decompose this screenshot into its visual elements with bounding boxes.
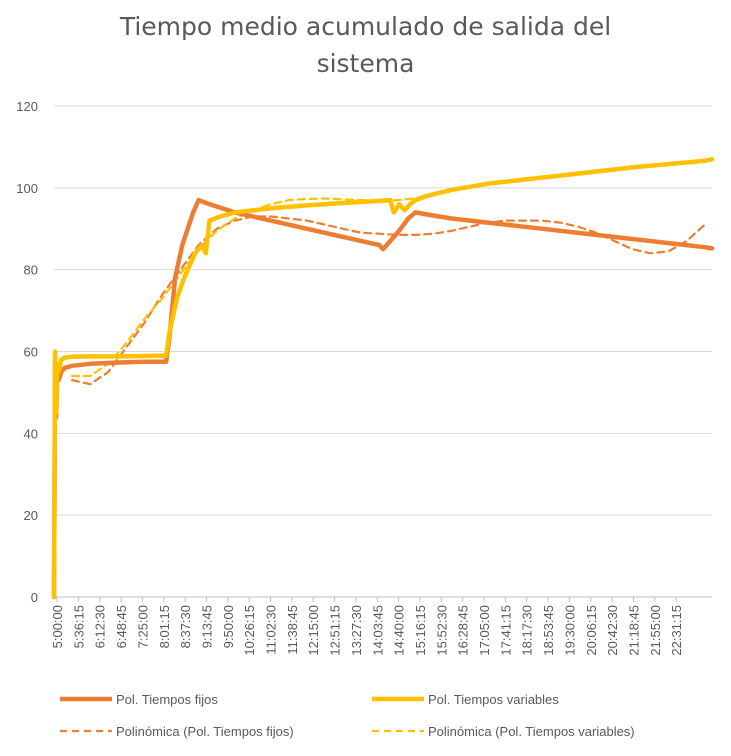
- y-tick-labels: 0 20 40 60 80 100 120: [16, 99, 38, 605]
- x-tick-label: 21:18:45: [626, 605, 641, 656]
- y-tick-label: 100: [16, 181, 38, 196]
- y-tick-label: 40: [24, 426, 38, 441]
- x-tick-label: 15:52:30: [434, 605, 449, 656]
- x-tick-label: 20:42:30: [605, 605, 620, 656]
- x-tick-label: 5:36:15: [71, 605, 86, 648]
- x-tick-label: 5:00:00: [50, 605, 65, 648]
- x-tick-label: 14:03:45: [370, 605, 385, 656]
- series-line-1: [51, 156, 715, 600]
- x-tick-label: 11:38:45: [285, 605, 300, 655]
- x-tick-label: 16:28:45: [456, 605, 471, 656]
- x-tick-label: 9:13:45: [199, 605, 214, 648]
- x-tick-label: 12:15:00: [306, 605, 321, 656]
- chart-title-line-1: Tiempo medio acumulado de salida del: [119, 12, 612, 41]
- y-tick-label: 0: [31, 590, 38, 605]
- x-tick-label: 20:06:15: [584, 605, 599, 656]
- y-tick-label: 80: [24, 263, 38, 278]
- x-tick-labels: 5:00:00 5:36:15 6:12:30 6:48:45 7:25:00 8:01:…: [50, 597, 684, 656]
- y-tick-label: 60: [24, 345, 38, 360]
- x-tick-label: 21:55:00: [648, 605, 663, 656]
- chart-title-line-2: sistema: [316, 49, 415, 78]
- x-tick-label: 12:51:15: [328, 605, 343, 656]
- x-tick-label: 9:50:00: [221, 605, 236, 648]
- x-tick-label: 6:12:30: [93, 605, 108, 648]
- x-tick-label: 10:26:15: [242, 605, 257, 656]
- grid-layer: [54, 105, 712, 598]
- series-layer: [51, 156, 715, 600]
- x-tick-label: 15:16:15: [413, 605, 428, 656]
- series-line-0: [51, 197, 715, 600]
- x-tick-label: 14:40:00: [392, 605, 407, 656]
- chart-title: Tiempo medio acumulado de salida del sis…: [0, 8, 731, 82]
- legend-label-1: Pol. Tiempos variables: [428, 692, 559, 707]
- x-tick-label: 19:30:00: [562, 605, 577, 656]
- x-tick-label: 13:27:30: [349, 605, 364, 656]
- legend-label-2: Polinómica (Pol. Tiempos fijos): [116, 724, 294, 739]
- x-tick-label: 17:05:00: [477, 605, 492, 656]
- x-tick-label: 18:17:30: [520, 605, 535, 656]
- legend-label-0: Pol. Tiempos fijos: [116, 692, 218, 707]
- x-tick-label: 17:41:15: [498, 605, 513, 656]
- legend: Pol. Tiempos fijos Pol. Tiempos variables…: [60, 692, 635, 739]
- x-tick-label: 18:53:45: [541, 605, 556, 656]
- y-tick-label: 20: [24, 508, 38, 523]
- x-tick-label: 7:25:00: [135, 605, 150, 648]
- x-tick-label: 11:02:30: [264, 605, 279, 655]
- x-tick-label: 8:01:15: [157, 605, 172, 648]
- x-tick-label: 8:37:30: [178, 605, 193, 648]
- x-tick-label: 22:31:15: [669, 605, 684, 656]
- legend-label-3: Polinómica (Pol. Tiempos variables): [428, 724, 635, 739]
- y-tick-label: 120: [16, 99, 38, 114]
- x-tick-label: 6:48:45: [114, 605, 129, 648]
